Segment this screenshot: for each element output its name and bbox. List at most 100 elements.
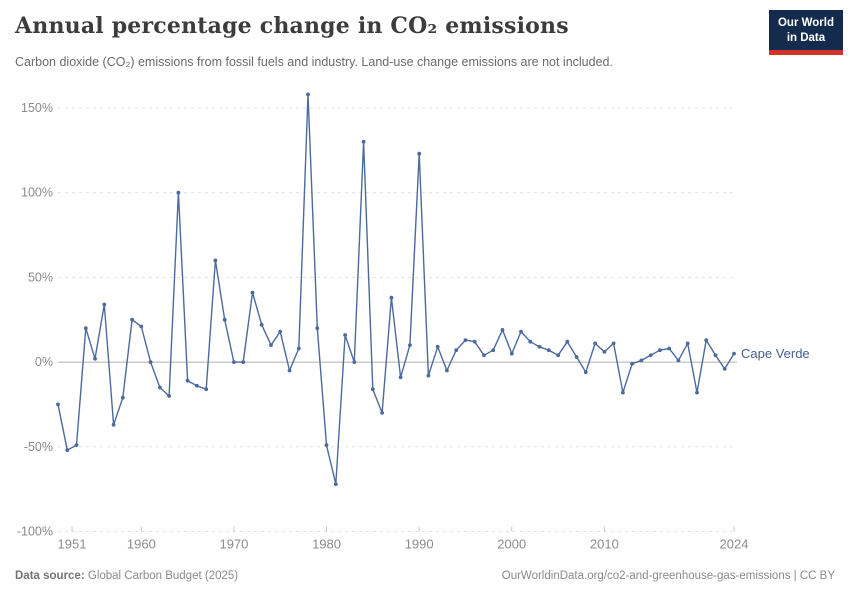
owid-logo: Our World in Data — [768, 10, 843, 55]
data-point — [482, 353, 486, 358]
data-point — [408, 343, 412, 347]
y-axis-tick-label: 150% — [21, 101, 53, 115]
data-point — [519, 329, 523, 334]
data-point — [167, 394, 172, 398]
data-point — [565, 339, 570, 344]
footer-source: Data source: Global Carbon Budget (2025) — [15, 570, 238, 582]
data-source-value: Global Carbon Budget (2025) — [87, 570, 239, 582]
data-point — [343, 333, 347, 337]
data-point — [593, 341, 597, 346]
data-point — [648, 353, 653, 358]
data-point — [713, 353, 718, 358]
x-axis-tick-label: 1960 — [127, 537, 156, 552]
data-point — [445, 368, 449, 373]
data-point — [232, 360, 236, 364]
data-point — [389, 295, 394, 300]
data-point — [83, 326, 88, 331]
data-point — [398, 375, 403, 380]
data-point — [583, 370, 588, 375]
data-point — [472, 339, 477, 344]
data-point — [491, 348, 496, 353]
data-point — [241, 360, 246, 364]
data-point — [361, 139, 366, 144]
x-axis-tick-label: 2010 — [590, 537, 619, 552]
data-point — [528, 339, 533, 344]
series-layer: Cape Verde — [56, 92, 810, 486]
data-point — [213, 258, 218, 263]
data-point — [695, 390, 699, 395]
data-point — [269, 343, 273, 347]
data-point — [120, 395, 125, 400]
data-point — [333, 482, 338, 486]
y-axis-tick-label: 100% — [21, 186, 53, 200]
data-point — [574, 355, 579, 359]
x-axis-tick-label: 2000 — [497, 537, 526, 552]
data-point — [148, 360, 153, 364]
x-axis-tick-label: 1970 — [219, 537, 248, 552]
axis-layer: 150% 100% 50% 0% -50% -100% 1951 1960 1970 1980 19… — [17, 101, 749, 552]
series-line — [57, 93, 735, 485]
data-point — [306, 92, 310, 97]
data-point — [556, 353, 560, 358]
data-point — [685, 341, 690, 346]
y-axis-tick-label: 50% — [28, 270, 53, 284]
data-point — [250, 290, 255, 295]
data-point — [111, 422, 116, 427]
data-point — [74, 443, 79, 447]
data-point — [658, 348, 662, 353]
data-point — [352, 360, 357, 364]
data-point — [296, 346, 301, 351]
y-axis-tick-label: -50% — [24, 440, 53, 454]
data-point — [500, 328, 505, 332]
y-axis-tick-label: 0% — [35, 355, 53, 369]
data-point — [370, 387, 375, 392]
page-subtitle: Carbon dioxide (CO₂) emissions from foss… — [15, 55, 613, 69]
data-point — [102, 302, 107, 307]
data-point — [463, 338, 468, 342]
data-point — [602, 350, 607, 354]
data-point — [611, 341, 616, 346]
footer-attribution: OurWorldinData.org/co2-and-greenhouse-ga… — [501, 570, 835, 582]
data-point — [278, 329, 283, 334]
data-point — [65, 448, 70, 453]
data-point — [259, 322, 264, 327]
data-point — [722, 367, 727, 371]
data-point — [537, 344, 542, 349]
data-point — [287, 368, 292, 373]
data-point — [185, 378, 190, 383]
data-point — [426, 373, 431, 378]
data-point — [621, 390, 625, 395]
data-point — [204, 387, 209, 392]
data-point — [639, 358, 644, 363]
x-axis-tick-label: 1990 — [405, 537, 434, 552]
data-point — [324, 443, 329, 447]
data-point — [454, 348, 459, 353]
data-point — [130, 317, 135, 322]
data-point — [195, 383, 199, 388]
data-point — [732, 351, 736, 356]
data-source-label: Data source: — [15, 570, 85, 582]
data-point — [667, 346, 672, 351]
data-point — [139, 324, 144, 329]
data-point — [509, 351, 514, 356]
grid-layer — [58, 107, 737, 532]
x-axis-tick-label: 1951 — [58, 537, 87, 552]
owid-logo-line2: in Data — [786, 31, 826, 44]
x-axis-tick-label: 1980 — [312, 537, 341, 552]
data-point — [417, 151, 422, 156]
entity-label: Cape Verde — [741, 346, 810, 361]
data-point — [630, 361, 634, 366]
data-point — [176, 190, 181, 195]
owid-logo-line1: Our World — [777, 17, 834, 29]
data-point — [93, 356, 97, 361]
data-point — [676, 358, 681, 363]
data-point — [704, 338, 709, 342]
data-point — [56, 402, 60, 407]
data-point — [546, 348, 551, 353]
data-point — [380, 411, 384, 415]
x-axis-tick-label: 2024 — [720, 537, 749, 552]
data-point — [435, 344, 440, 349]
data-point — [315, 326, 320, 331]
data-point — [158, 385, 162, 390]
